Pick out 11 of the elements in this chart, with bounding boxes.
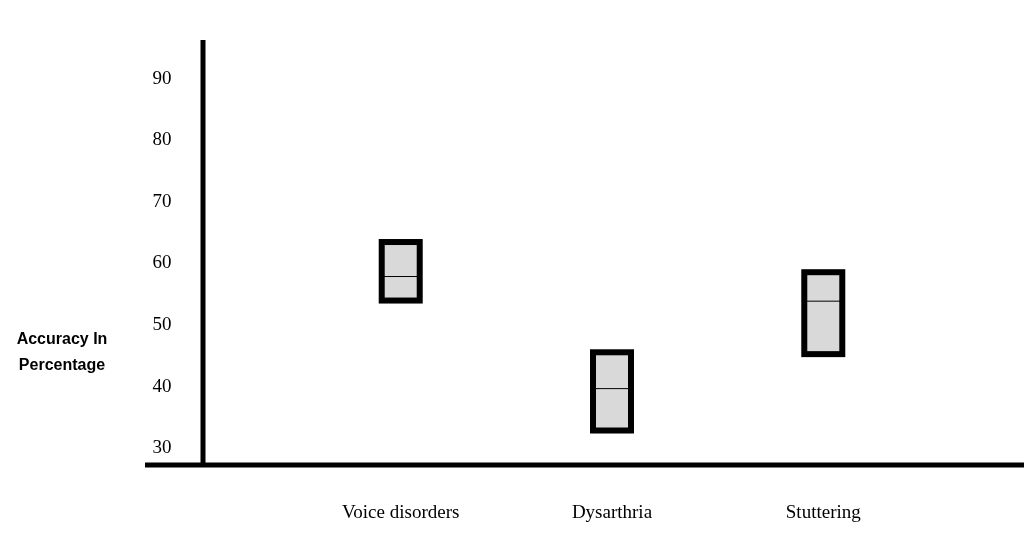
x-tick-label: Stuttering bbox=[785, 501, 862, 522]
y-tick-label: 40 bbox=[152, 374, 172, 396]
y-tick-label: 60 bbox=[152, 251, 172, 273]
y-tick-label: 90 bbox=[152, 66, 172, 88]
y-tick-label: 50 bbox=[152, 312, 172, 334]
y-axis-title: Accuracy In Percentage bbox=[16, 330, 108, 373]
y-tick-label: 70 bbox=[152, 189, 172, 211]
y-tick-label: 30 bbox=[152, 436, 172, 458]
y-tick-label: 80 bbox=[152, 128, 172, 150]
x-tick-label: Voice disorders bbox=[342, 501, 460, 522]
x-tick-label: Dysarthria bbox=[571, 501, 653, 522]
